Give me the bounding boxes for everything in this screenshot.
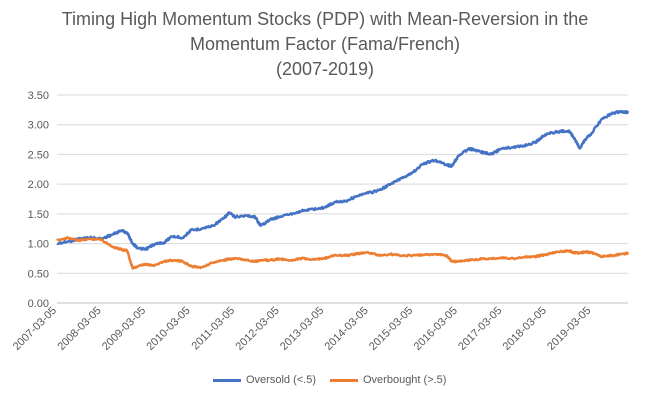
chart-title-line-3: (2007-2019) <box>275 59 375 79</box>
x-tick-label: 2015-03-05 <box>367 305 415 353</box>
y-tick-label: 1.00 <box>28 239 49 251</box>
x-tick-label: 2009-03-05 <box>100 305 148 353</box>
x-tick-label: 2014-03-05 <box>323 305 371 353</box>
legend-item-overbought: Overbought (>.5) <box>330 374 446 386</box>
legend: Oversold (<.5) Overbought (>.5) <box>0 374 650 390</box>
legend-label-overbought: Overbought (>.5) <box>363 374 447 386</box>
series-line-overbought <box>56 236 630 270</box>
x-tick-label: 2010-03-05 <box>144 305 192 353</box>
y-tick-label: 1.50 <box>28 209 49 221</box>
y-tick-label: 2.50 <box>28 149 49 161</box>
series-line-oversold <box>56 109 630 251</box>
y-tick-label: 0.00 <box>28 298 49 310</box>
y-tick-label: 3.50 <box>28 90 49 102</box>
y-tick-label: 3.00 <box>28 120 49 132</box>
x-tick-label: 2007-03-05 <box>11 305 59 353</box>
legend-swatch-oversold <box>213 378 241 382</box>
x-tick-label: 2011-03-05 <box>190 305 238 353</box>
y-tick-label: 0.50 <box>28 268 49 280</box>
chart-title-line-2: Momentum Factor (Fama/French) <box>189 34 461 54</box>
legend-swatch-overbought <box>330 378 358 382</box>
legend-item-oversold: Oversold (<.5) <box>213 374 316 386</box>
x-tick-label: 2008-03-05 <box>55 305 103 353</box>
x-tick-label: 2018-03-05 <box>501 305 549 353</box>
x-tick-label: 2019-03-05 <box>545 305 593 353</box>
x-tick-label: 2017-03-05 <box>456 305 504 353</box>
x-tick-label: 2016-03-05 <box>412 305 460 353</box>
x-tick-label: 2013-03-05 <box>278 305 326 353</box>
legend-label-oversold: Oversold (<.5) <box>246 374 316 386</box>
chart-title-line-1: Timing High Momentum Stocks (PDP) with M… <box>61 9 589 29</box>
y-tick-label: 2.00 <box>28 179 49 191</box>
x-tick-label: 2012-03-05 <box>234 305 282 353</box>
